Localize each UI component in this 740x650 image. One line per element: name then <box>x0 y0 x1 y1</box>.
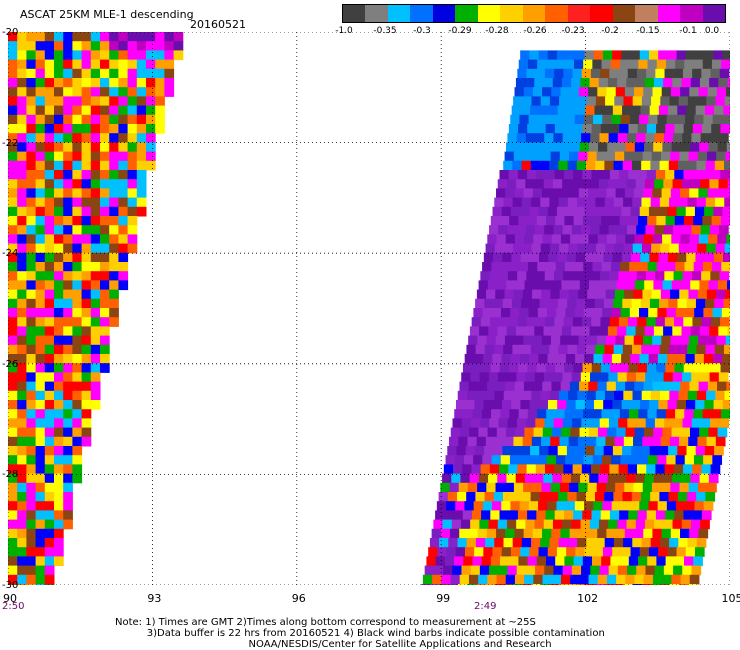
colorbar-swatch <box>410 5 433 22</box>
x-tick-label: 93 <box>147 592 162 605</box>
colorbar-swatch <box>477 5 501 22</box>
y-tick-label: -20 <box>2 27 19 38</box>
colorbar-label: -0.3 <box>413 26 431 36</box>
colorbar-label: 0.0 <box>704 26 720 36</box>
colorbar-swatch <box>545 5 568 22</box>
colorbar-swatch <box>343 5 366 22</box>
colorbar-swatch <box>612 5 636 22</box>
time-left: 2:50 <box>2 601 25 612</box>
y-tick-label: -24 <box>2 248 19 260</box>
footnotes: Note: 1) Times are GMT 2)Times along bot… <box>115 617 605 650</box>
swath-map <box>8 32 730 585</box>
colorbar-swatch <box>522 5 546 22</box>
y-tick-label: -26 <box>2 358 19 370</box>
colorbar-swatch <box>680 5 703 22</box>
x-tick-label: 102 <box>577 592 599 605</box>
time-right: 2:49 <box>474 601 497 612</box>
colorbar-swatch <box>432 5 456 22</box>
colorbar-swatch <box>590 5 613 22</box>
colorbar-label: -0.26 <box>523 26 547 36</box>
colorbar-label: -0.15 <box>636 26 660 36</box>
note-line-3: NOAA/NESDIS/Center for Satellite Applica… <box>248 639 552 650</box>
colorbar-swatch <box>455 5 478 22</box>
colorbar-label: -0.23 <box>561 26 585 36</box>
note-line-1: Note: 1) Times are GMT 2)Times along bot… <box>115 617 536 628</box>
colorbar-swatch <box>567 5 591 22</box>
colorbar-swatch <box>500 5 523 22</box>
colorbar-swatch <box>635 5 658 22</box>
colorbar-label: -1.0 <box>335 26 353 36</box>
y-tick-label: -28 <box>2 469 19 481</box>
y-tick-label: -22 <box>2 137 19 149</box>
x-tick-label: 105 <box>721 592 740 605</box>
x-tick-label: 90 <box>3 592 17 605</box>
colorbar-label: -0.2 <box>601 26 619 36</box>
colorbar-swatch <box>387 5 411 22</box>
y-tick-label: -30 <box>2 580 19 591</box>
colorbar-label: -0.28 <box>485 26 509 36</box>
map-plot <box>8 32 730 585</box>
colorbar-swatch <box>365 5 388 22</box>
x-tick-label: 99 <box>436 592 451 605</box>
colorbar-label: -0.35 <box>373 26 397 36</box>
swath-cells <box>8 32 730 585</box>
colorbar-label: -0.29 <box>448 26 472 36</box>
map-title: ASCAT 25KM MLE-1 descending <box>20 8 194 21</box>
x-tick-label: 96 <box>291 592 306 605</box>
colorbar <box>342 4 726 23</box>
note-line-2: 3)Data buffer is 22 hrs from 20160521 4)… <box>146 628 605 639</box>
map-date: 20160521 <box>190 18 246 31</box>
colorbar-label: -0.1 <box>679 26 697 36</box>
colorbar-swatch <box>657 5 681 22</box>
colorbar-swatch <box>702 5 725 22</box>
